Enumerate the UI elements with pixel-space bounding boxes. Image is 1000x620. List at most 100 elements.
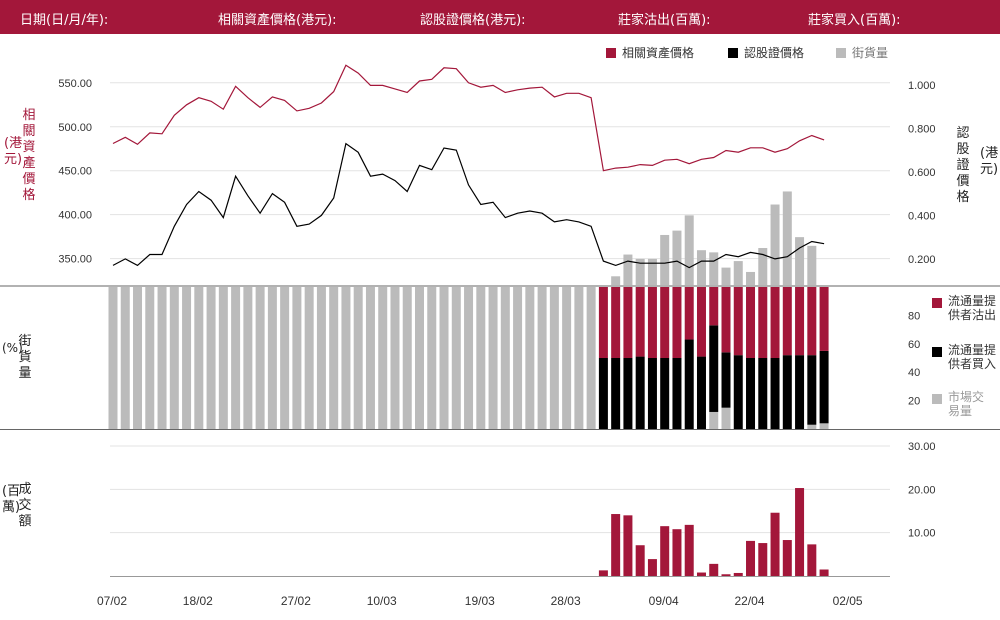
underlying-price-label: 相關資產價格(港元): [218, 13, 337, 28]
legend-warrant-text: 認股證價格 [744, 46, 805, 60]
market-volume-bar [292, 287, 302, 429]
market-volume-bar [267, 287, 277, 429]
turnover-bar [647, 559, 657, 576]
legend-swatch-underlying [606, 48, 616, 58]
turnover-tick-label: 10.00 [908, 528, 936, 540]
market-volume-bar [353, 287, 363, 429]
outstanding-bar [623, 254, 633, 285]
left-bottom-title: 成交額 [18, 482, 32, 529]
lp-sell-bar [733, 287, 743, 356]
lp-sell-bar [598, 287, 608, 358]
left-tick-label: 400.00 [58, 210, 92, 222]
left-tick-label: 350.00 [58, 254, 92, 266]
turnover-bar [770, 512, 780, 576]
lp-sell-bar [795, 287, 805, 356]
outstanding-bar [684, 215, 694, 285]
outstanding-bar [696, 250, 706, 285]
lp-sell-bar [696, 287, 706, 357]
outstanding-bar [807, 245, 817, 285]
right-tick-label: 0.400 [908, 210, 936, 222]
lp-buy-bar [807, 355, 817, 425]
lp-buy-bar [611, 358, 621, 429]
lp-sell-bar [611, 287, 621, 358]
x-tick-label: 19/03 [465, 594, 495, 608]
lp-buy-bar [598, 358, 608, 429]
lp-sell-bar [660, 287, 670, 358]
market-volume-bar [476, 287, 486, 429]
outstanding-bar [672, 230, 682, 285]
market-volume-bar [194, 287, 204, 429]
turnover-bar [733, 572, 743, 576]
left-mid-symbol: (%) [2, 341, 23, 355]
x-tick-label: 28/03 [551, 594, 581, 608]
outstanding-bar [709, 252, 719, 285]
lp-buy-bar [709, 325, 719, 412]
market-volume-bar [488, 287, 498, 429]
legend-outstanding: 街貨量 [836, 44, 888, 61]
market-volume-bar [819, 423, 829, 429]
pct-tick-label: 20 [908, 396, 920, 408]
outstanding-bar [611, 276, 621, 285]
lp-sell-bar [819, 287, 829, 351]
market-volume-bar [304, 287, 314, 429]
legend-swatch-warrant [728, 48, 738, 58]
lp-sell-bar [684, 287, 694, 340]
outstanding-bar [782, 191, 792, 285]
lp-sell-bar [807, 287, 817, 356]
lp-sell-bar [758, 287, 768, 358]
market-volume-bar [513, 287, 523, 429]
market-volume-bar [365, 287, 375, 429]
turnover-bar [598, 570, 608, 576]
right-tick-label: 0.200 [908, 254, 936, 266]
market-volume-bar [329, 287, 339, 429]
turnover-bar [611, 514, 621, 576]
turnover-bar [758, 543, 768, 576]
legend-warrant: 認股證價格 [728, 44, 804, 61]
date-label: 日期(日/月/年): [20, 13, 109, 28]
turnover-bar [721, 574, 731, 576]
lp-sell-bar [770, 287, 780, 358]
outstanding-bar [733, 261, 743, 285]
side-swatch-lp-sell [932, 298, 942, 308]
turnover-bar [660, 526, 670, 576]
x-tick-label: 02/05 [833, 594, 863, 608]
market-volume-bar [500, 287, 510, 429]
market-volume-bar [562, 287, 572, 429]
market-volume-bar [464, 287, 474, 429]
turnover-tick-label: 20.00 [908, 484, 936, 496]
market-volume-bar [415, 287, 424, 429]
market-volume-bar [709, 411, 719, 429]
lp-buy-bar [819, 350, 829, 424]
outstanding-bar [721, 267, 731, 285]
pct-tick-label: 40 [908, 367, 920, 379]
legend-swatch-outstanding [836, 48, 846, 58]
lp-sell-bar [672, 287, 682, 358]
side-text-lp-buy: 流通量提供者買入 [948, 343, 997, 371]
market-volume-bar [231, 287, 241, 429]
turnover-bar [709, 563, 719, 576]
market-volume-bar [402, 287, 412, 429]
left-top-title: 相關資產價格 [22, 108, 36, 203]
pct-tick-label: 60 [908, 339, 920, 351]
turnover-bar [635, 545, 645, 576]
market-volume-bar [169, 287, 179, 429]
turnover-bar [819, 569, 829, 576]
turnover-bar [672, 529, 682, 576]
market-volume-bar [549, 287, 559, 429]
lp-buy-bar [733, 355, 743, 429]
market-volume-bar [439, 287, 449, 429]
lp-buy-bar [746, 358, 756, 429]
market-volume-bar [108, 287, 118, 429]
lp-buy-bar [660, 358, 670, 429]
left-tick-label: 500.00 [58, 122, 92, 134]
left-top-unit: (港元) [4, 136, 23, 167]
left-bottom-unit: (百萬) [2, 484, 21, 515]
market-volume-bar [807, 424, 817, 429]
turnover-bar [795, 488, 805, 576]
market-volume-bar [243, 287, 253, 429]
outstanding-bar [635, 258, 645, 285]
lp-buy-bar [684, 339, 694, 429]
left-mid-title: 街貨量 [18, 334, 32, 381]
warrant-price-label: 認股證價格(港元): [420, 13, 526, 28]
